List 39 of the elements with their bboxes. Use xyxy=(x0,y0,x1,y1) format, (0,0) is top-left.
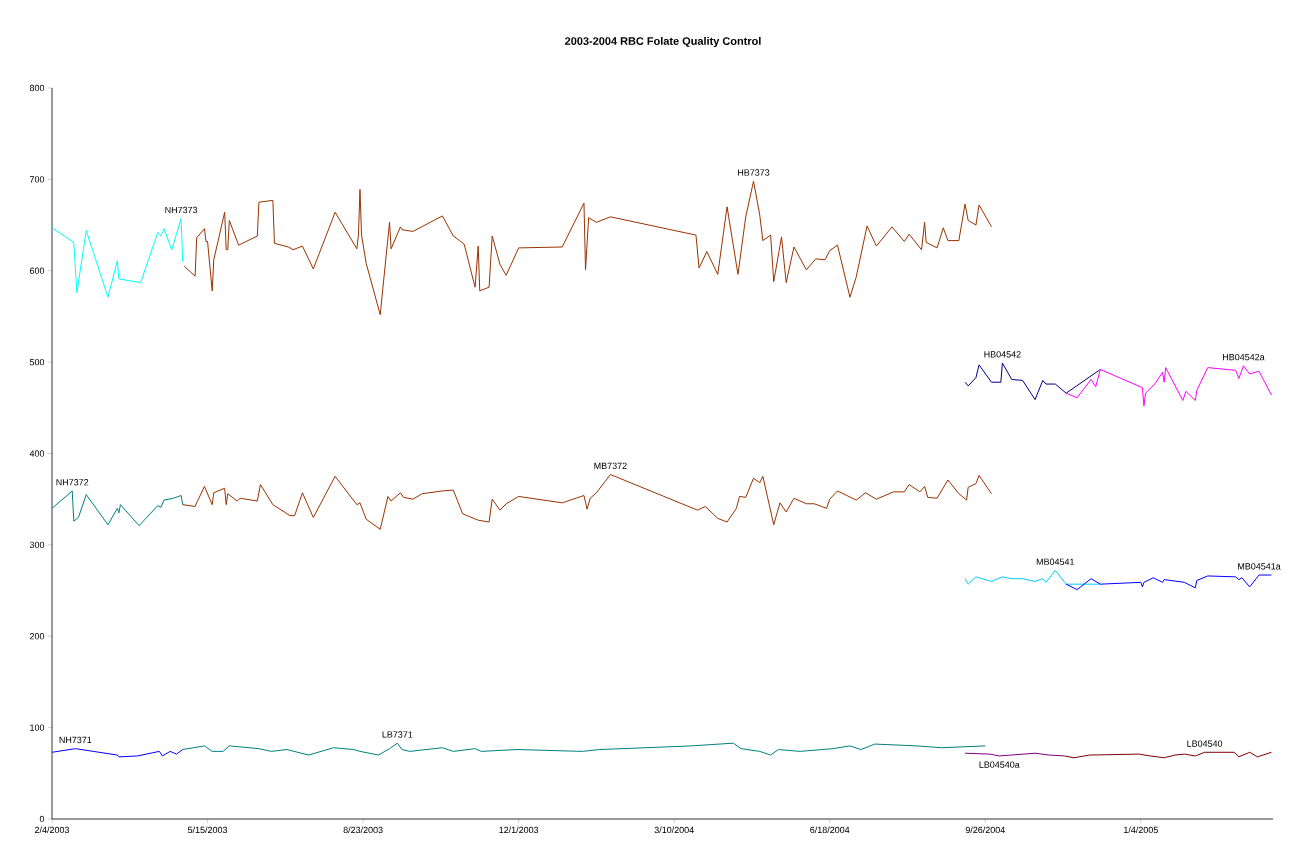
y-tick-label: 400 xyxy=(29,450,45,457)
series-label: NH7372 xyxy=(56,479,89,486)
series-label: MB7372 xyxy=(594,462,627,469)
x-tick-label: 6/18/2004 xyxy=(810,826,850,834)
y-tick-label: 300 xyxy=(29,541,45,549)
chart-title: 2003-2004 RBC Folate Quality Control xyxy=(565,36,761,48)
y-tick-label: 600 xyxy=(29,267,45,274)
line-series xyxy=(182,474,992,530)
line-series xyxy=(51,490,184,527)
line-series xyxy=(1065,574,1272,591)
series-label: NH7371 xyxy=(59,736,92,744)
x-tick-label: 9/26/2004 xyxy=(965,826,1005,834)
series-label: LB7371 xyxy=(382,731,413,738)
y-tick-label: 700 xyxy=(29,176,45,183)
series-label: LB04540 xyxy=(1187,740,1223,747)
x-tick-label: 5/15/2003 xyxy=(187,826,228,834)
y-tick-label: 500 xyxy=(29,358,45,366)
series-label: MB04541a xyxy=(1238,563,1281,570)
series-label: NH7373 xyxy=(165,206,198,214)
series-label: MB04541 xyxy=(1036,558,1075,565)
y-tick-label: 800 xyxy=(29,84,45,92)
x-tick-label: 12/1/2003 xyxy=(499,826,539,834)
series-label: HB04542 xyxy=(984,351,1021,358)
line-series xyxy=(964,362,1101,401)
series-label: HB04542a xyxy=(1223,353,1265,361)
line-series xyxy=(51,218,184,298)
line-series xyxy=(1065,365,1272,407)
y-tick-label: 200 xyxy=(29,633,45,640)
series-label: HB7373 xyxy=(738,169,770,176)
x-tick-label: 1/4/2005 xyxy=(1124,826,1158,834)
line-series xyxy=(964,569,1101,585)
y-tick-label: 100 xyxy=(30,724,45,731)
x-tick-label: 2/4/2003 xyxy=(35,826,70,834)
series-label: LB04540a xyxy=(979,761,1020,768)
x-tick-label: 8/23/2003 xyxy=(343,826,383,834)
y-tick-label: 0 xyxy=(39,815,45,823)
line-series xyxy=(182,742,986,756)
line-series xyxy=(51,748,184,758)
x-tick-label: 3/10/2004 xyxy=(654,826,694,834)
